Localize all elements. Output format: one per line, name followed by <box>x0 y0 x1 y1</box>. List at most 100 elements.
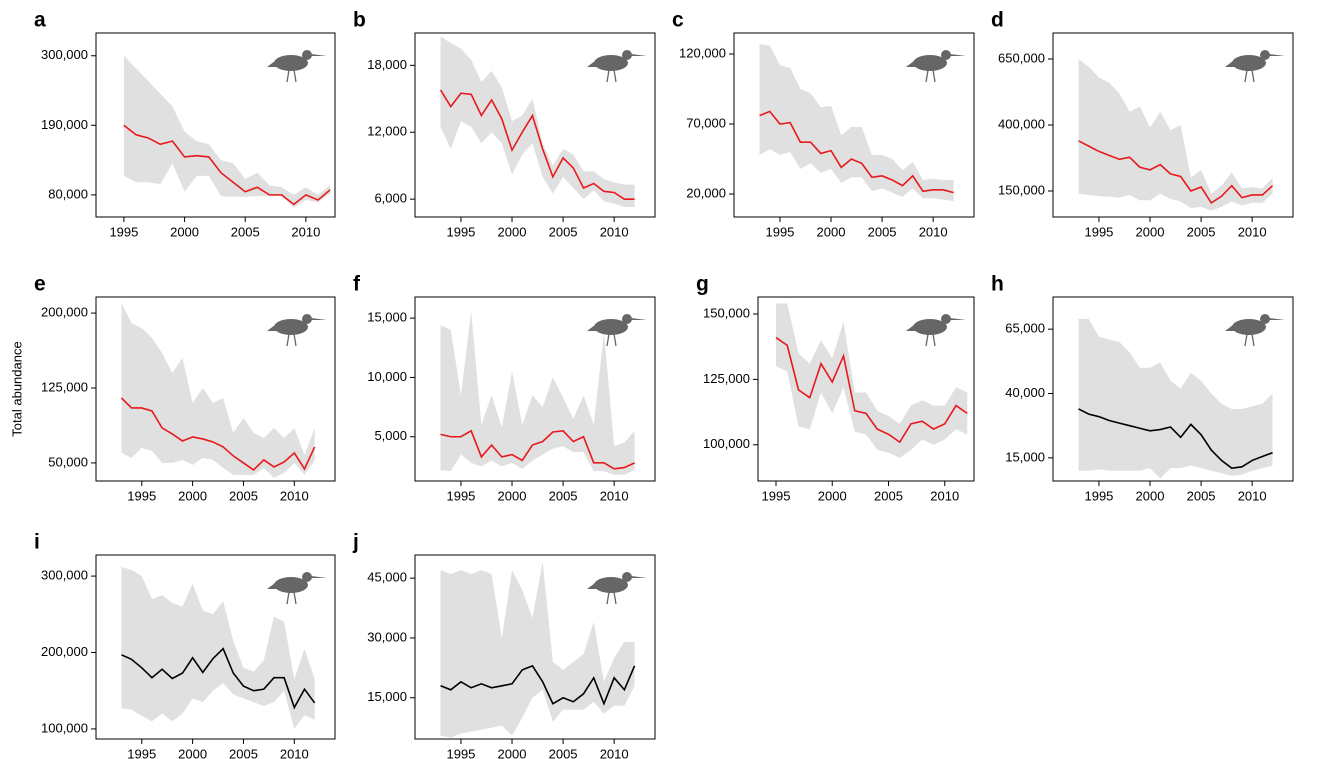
x-tick-label: 2010 <box>1238 224 1267 239</box>
trend-line <box>1078 140 1274 204</box>
trend-line <box>439 89 635 200</box>
y-tick-label: 15,000 <box>367 310 407 325</box>
plot-frame <box>414 296 656 482</box>
plot-frame <box>757 296 975 482</box>
x-tick-label: 2005 <box>549 746 578 759</box>
y-tick-label: 10,000 <box>367 369 407 384</box>
panel-label: f <box>353 273 361 296</box>
trend-line <box>775 336 968 444</box>
y-tick-label: 100,000 <box>703 436 750 451</box>
confidence-band <box>440 310 635 475</box>
y-tick-label: 50,000 <box>48 454 88 469</box>
x-tick-label: 2005 <box>1187 224 1216 239</box>
panel-label: a <box>34 9 46 32</box>
y-tick-label: 15,000 <box>367 689 407 704</box>
x-tick-label: 1995 <box>446 488 475 503</box>
confidence-band <box>440 562 635 738</box>
x-tick-label: 2000 <box>178 488 207 503</box>
y-tick-label: 5,000 <box>374 428 407 443</box>
panel-label: j <box>352 531 359 554</box>
panel-label: b <box>353 9 366 32</box>
x-tick-label: 2000 <box>498 746 527 759</box>
confidence-band <box>776 303 968 458</box>
x-tick-label: 2010 <box>600 746 629 759</box>
bird-icon <box>1225 49 1285 83</box>
x-tick-label: 1995 <box>109 224 138 239</box>
panel-label: i <box>34 531 40 554</box>
trend-line <box>440 664 636 706</box>
x-tick-label: 1995 <box>127 746 156 759</box>
bird-icon <box>267 49 327 83</box>
x-tick-label: 2005 <box>549 488 578 503</box>
bird-icon <box>906 313 966 347</box>
y-tick-label: 30,000 <box>367 629 407 644</box>
bird-icon <box>587 313 647 347</box>
y-tick-label: 6,000 <box>374 191 407 206</box>
confidence-band <box>123 55 331 208</box>
x-tick-label: 1995 <box>446 224 475 239</box>
y-tick-label: 65,000 <box>1005 321 1045 336</box>
y-tick-label: 120,000 <box>679 45 726 60</box>
x-tick-label: 2005 <box>229 488 258 503</box>
x-tick-label: 2005 <box>229 746 258 759</box>
x-tick-label: 2005 <box>874 488 903 503</box>
x-tick-label: 2010 <box>1238 488 1267 503</box>
x-tick-label: 2000 <box>817 224 846 239</box>
x-tick-label: 2005 <box>1187 488 1216 503</box>
y-tick-label: 200,000 <box>41 644 88 659</box>
confidence-band <box>1078 318 1273 479</box>
x-tick-label: 2005 <box>549 224 578 239</box>
y-tick-label: 80,000 <box>48 186 88 201</box>
x-tick-label: 2005 <box>231 224 260 239</box>
y-tick-label: 20,000 <box>686 185 726 200</box>
panel-label: h <box>991 273 1004 296</box>
plot-frame <box>733 32 975 218</box>
bird-icon <box>587 49 647 83</box>
plot-frame <box>414 32 656 218</box>
y-tick-label: 125,000 <box>41 379 88 394</box>
y-tick-label: 70,000 <box>686 115 726 130</box>
x-tick-label: 2010 <box>291 224 320 239</box>
trend-line <box>120 397 316 471</box>
y-tick-label: 650,000 <box>998 50 1045 65</box>
y-tick-label: 45,000 <box>367 570 407 585</box>
x-tick-label: 2000 <box>1136 488 1165 503</box>
x-tick-label: 2000 <box>818 488 847 503</box>
confidence-band <box>759 44 954 202</box>
y-tick-label: 300,000 <box>41 47 88 62</box>
x-tick-label: 2000 <box>498 224 527 239</box>
x-tick-label: 1995 <box>1084 224 1113 239</box>
panel-label: d <box>991 9 1004 32</box>
x-tick-label: 2010 <box>919 224 948 239</box>
y-tick-label: 150,000 <box>998 182 1045 197</box>
x-tick-label: 2010 <box>930 488 959 503</box>
plot-frame <box>1052 296 1294 482</box>
bird-icon <box>267 571 327 605</box>
y-tick-label: 15,000 <box>1005 449 1045 464</box>
y-tick-label: 40,000 <box>1005 385 1045 400</box>
x-tick-label: 2000 <box>1136 224 1165 239</box>
y-tick-label: 125,000 <box>703 371 750 386</box>
x-tick-label: 1995 <box>446 746 475 759</box>
x-tick-label: 1995 <box>127 488 156 503</box>
trend-line <box>440 429 635 470</box>
confidence-band <box>440 36 635 207</box>
trend-line <box>123 124 331 206</box>
x-tick-label: 2005 <box>868 224 897 239</box>
x-tick-label: 1995 <box>765 224 794 239</box>
bird-icon <box>587 571 647 605</box>
y-tick-label: 400,000 <box>998 116 1045 131</box>
x-tick-label: 2000 <box>498 488 527 503</box>
x-tick-label: 2010 <box>600 224 629 239</box>
y-tick-label: 200,000 <box>41 305 88 320</box>
x-tick-label: 2000 <box>178 746 207 759</box>
y-tick-label: 150,000 <box>703 305 750 320</box>
y-tick-label: 12,000 <box>367 124 407 139</box>
plot-frame <box>95 554 336 740</box>
bird-icon <box>267 313 327 347</box>
y-axis-label: Total abundance <box>9 341 24 436</box>
panel-label: c <box>672 9 684 32</box>
bird-icon <box>906 49 966 83</box>
y-tick-label: 100,000 <box>41 720 88 735</box>
